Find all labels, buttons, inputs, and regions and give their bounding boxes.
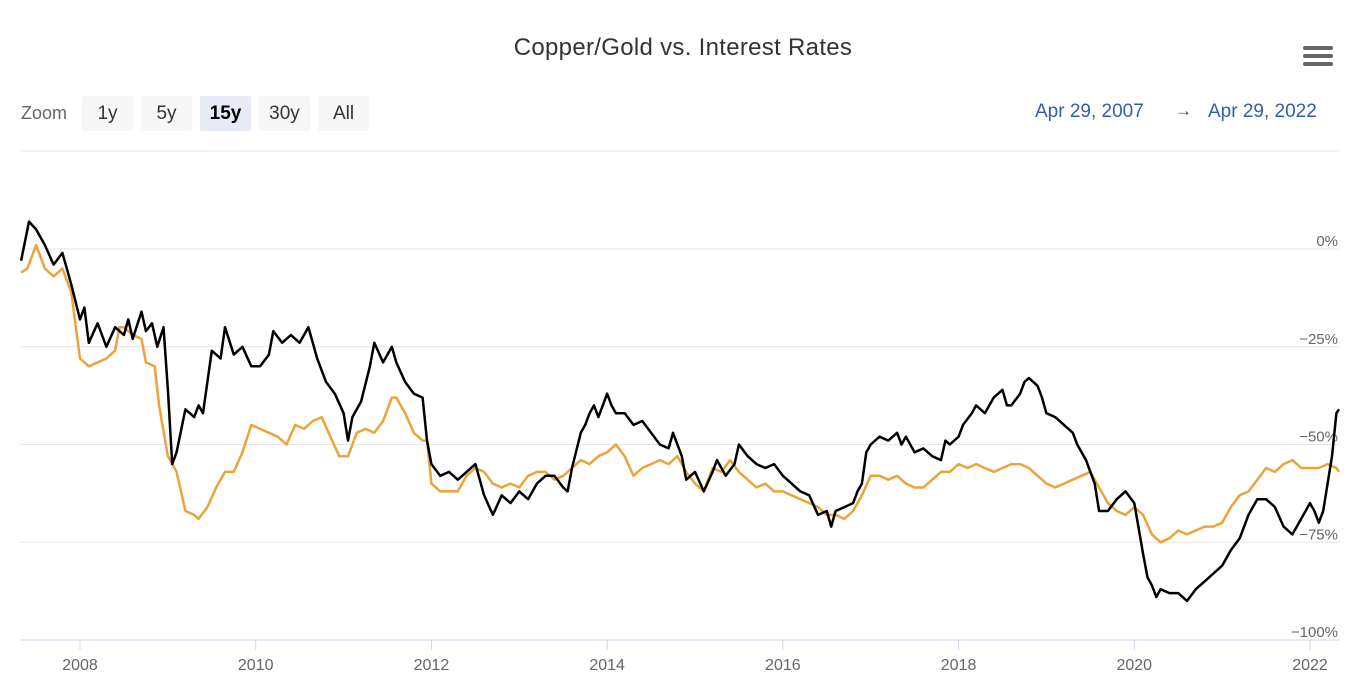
hamburger-menu-icon[interactable]	[1303, 46, 1333, 72]
x-tick-label: 2022	[1292, 657, 1328, 674]
y-tick-label: 0%	[1316, 233, 1338, 250]
y-tick-label: −50%	[1299, 429, 1338, 446]
zoom-label: Zoom	[21, 103, 68, 123]
x-tick-label: 2008	[62, 657, 98, 674]
zoom-all-button[interactable]: All	[318, 96, 369, 131]
x-tick-label: 2014	[589, 657, 625, 674]
grid-lines	[20, 248, 1340, 641]
x-tick-label: 2010	[238, 657, 274, 674]
y-axis-ticks: 0% −25% −50% −75% −100%	[1291, 233, 1338, 641]
series-line-copper-gold[interactable]	[19, 220, 1341, 603]
zoom-15y-button[interactable]: 15y	[200, 96, 251, 131]
y-tick-label: −25%	[1299, 331, 1338, 348]
zoom-1y-button[interactable]: 1y	[82, 96, 133, 131]
range-from-date[interactable]: Apr 29, 2007	[1035, 101, 1144, 122]
series-group	[19, 220, 1341, 603]
zoom-5y-button[interactable]: 5y	[141, 96, 192, 131]
x-tick-label: 2020	[1116, 657, 1152, 674]
x-tick-label: 2018	[941, 657, 977, 674]
x-tick-label: 2012	[414, 657, 450, 674]
y-tick-label: −75%	[1299, 526, 1338, 543]
x-tick-label: 2016	[765, 657, 801, 674]
zoom-30y-button[interactable]: 30y	[259, 96, 310, 131]
series-line-interest-rates[interactable]	[20, 243, 1341, 544]
chart-title: Copper/Gold vs. Interest Rates	[513, 34, 853, 61]
range-arrow: →	[1175, 101, 1192, 120]
x-axis: 2008 2010 2012 2014 2016 2018 2020 2022	[62, 640, 1328, 674]
range-to-date[interactable]: Apr 29, 2022	[1208, 101, 1317, 122]
y-tick-label: −100%	[1291, 624, 1338, 641]
